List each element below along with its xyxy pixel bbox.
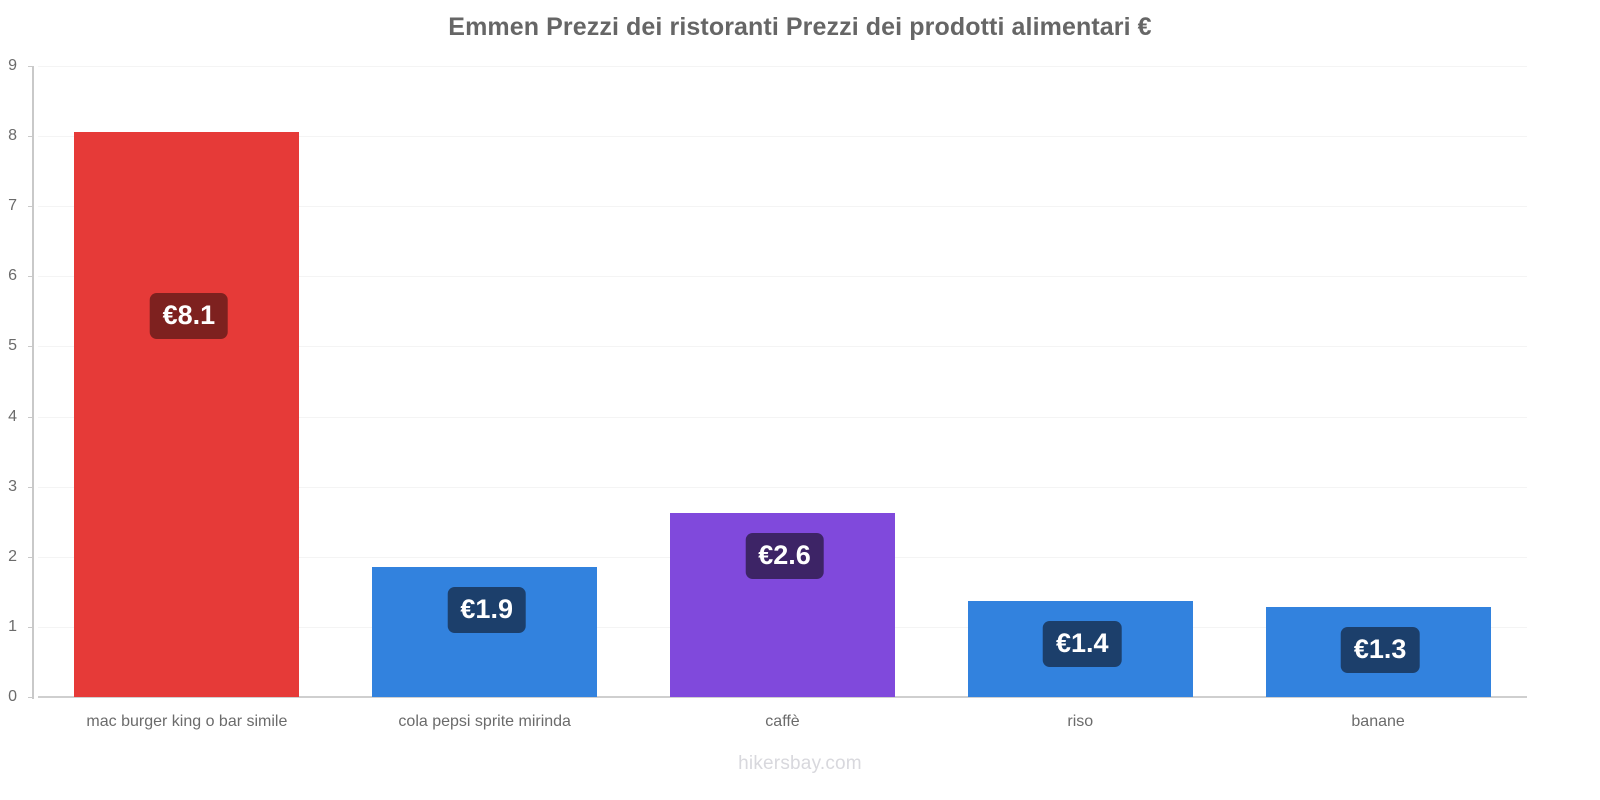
footer-credit: hikersbay.com	[738, 753, 862, 774]
gridline	[38, 346, 1527, 348]
y-axis-tick-label: 9	[8, 57, 17, 74]
y-axis-tick-label: 1	[8, 617, 17, 635]
x-axis-tick-label: riso	[1067, 713, 1094, 730]
y-axis-tick-mark	[28, 697, 34, 698]
x-axis-tick-label: cola pepsi sprite mirinda	[398, 713, 571, 730]
bar-value-label: €1.9	[447, 586, 526, 633]
y-axis-line	[32, 66, 34, 699]
y-axis-tick-mark	[28, 276, 34, 278]
y-axis-tick-label: 3	[8, 477, 17, 495]
y-axis-tick-mark	[28, 556, 34, 558]
gridline	[38, 206, 1527, 208]
y-axis-tick-label: 8	[8, 127, 17, 145]
y-axis-tick-mark	[28, 206, 34, 208]
y-axis-tick-label: 7	[8, 197, 17, 215]
gridline	[38, 66, 1527, 67]
plot-area	[38, 66, 1527, 698]
y-axis-tick-mark	[28, 66, 34, 67]
bar-value-label: €8.1	[149, 292, 229, 339]
axis-baseline	[38, 696, 1527, 698]
y-axis-tick-mark	[28, 136, 34, 138]
x-axis-tick-label: banane	[1351, 713, 1405, 730]
y-axis-tick-mark	[28, 486, 34, 488]
y-axis-tick-mark	[28, 346, 34, 348]
y-axis-tick-label: 5	[8, 337, 17, 355]
gridline	[38, 276, 1527, 278]
x-axis-tick-label: mac burger king o bar simile	[86, 713, 288, 730]
bar-value-label: €2.6	[745, 533, 824, 580]
bar-value-label: €1.4	[1043, 620, 1122, 667]
gridline	[38, 416, 1527, 418]
x-axis-tick-label: caffè	[765, 713, 800, 730]
bar-value-label: €1.3	[1340, 627, 1420, 674]
gridline	[38, 136, 1527, 138]
y-axis-tick-label: 6	[8, 267, 17, 285]
y-axis-tick-label: 4	[8, 407, 17, 425]
y-axis-tick-label: 0	[8, 688, 17, 705]
gridline	[38, 486, 1527, 488]
y-axis-tick-mark	[28, 626, 34, 628]
y-axis-tick-mark	[28, 416, 34, 418]
chart-title: Emmen Prezzi dei ristoranti Prezzi dei p…	[448, 13, 1152, 41]
y-axis-tick-label: 2	[8, 547, 17, 565]
bar[interactable]	[74, 131, 300, 697]
